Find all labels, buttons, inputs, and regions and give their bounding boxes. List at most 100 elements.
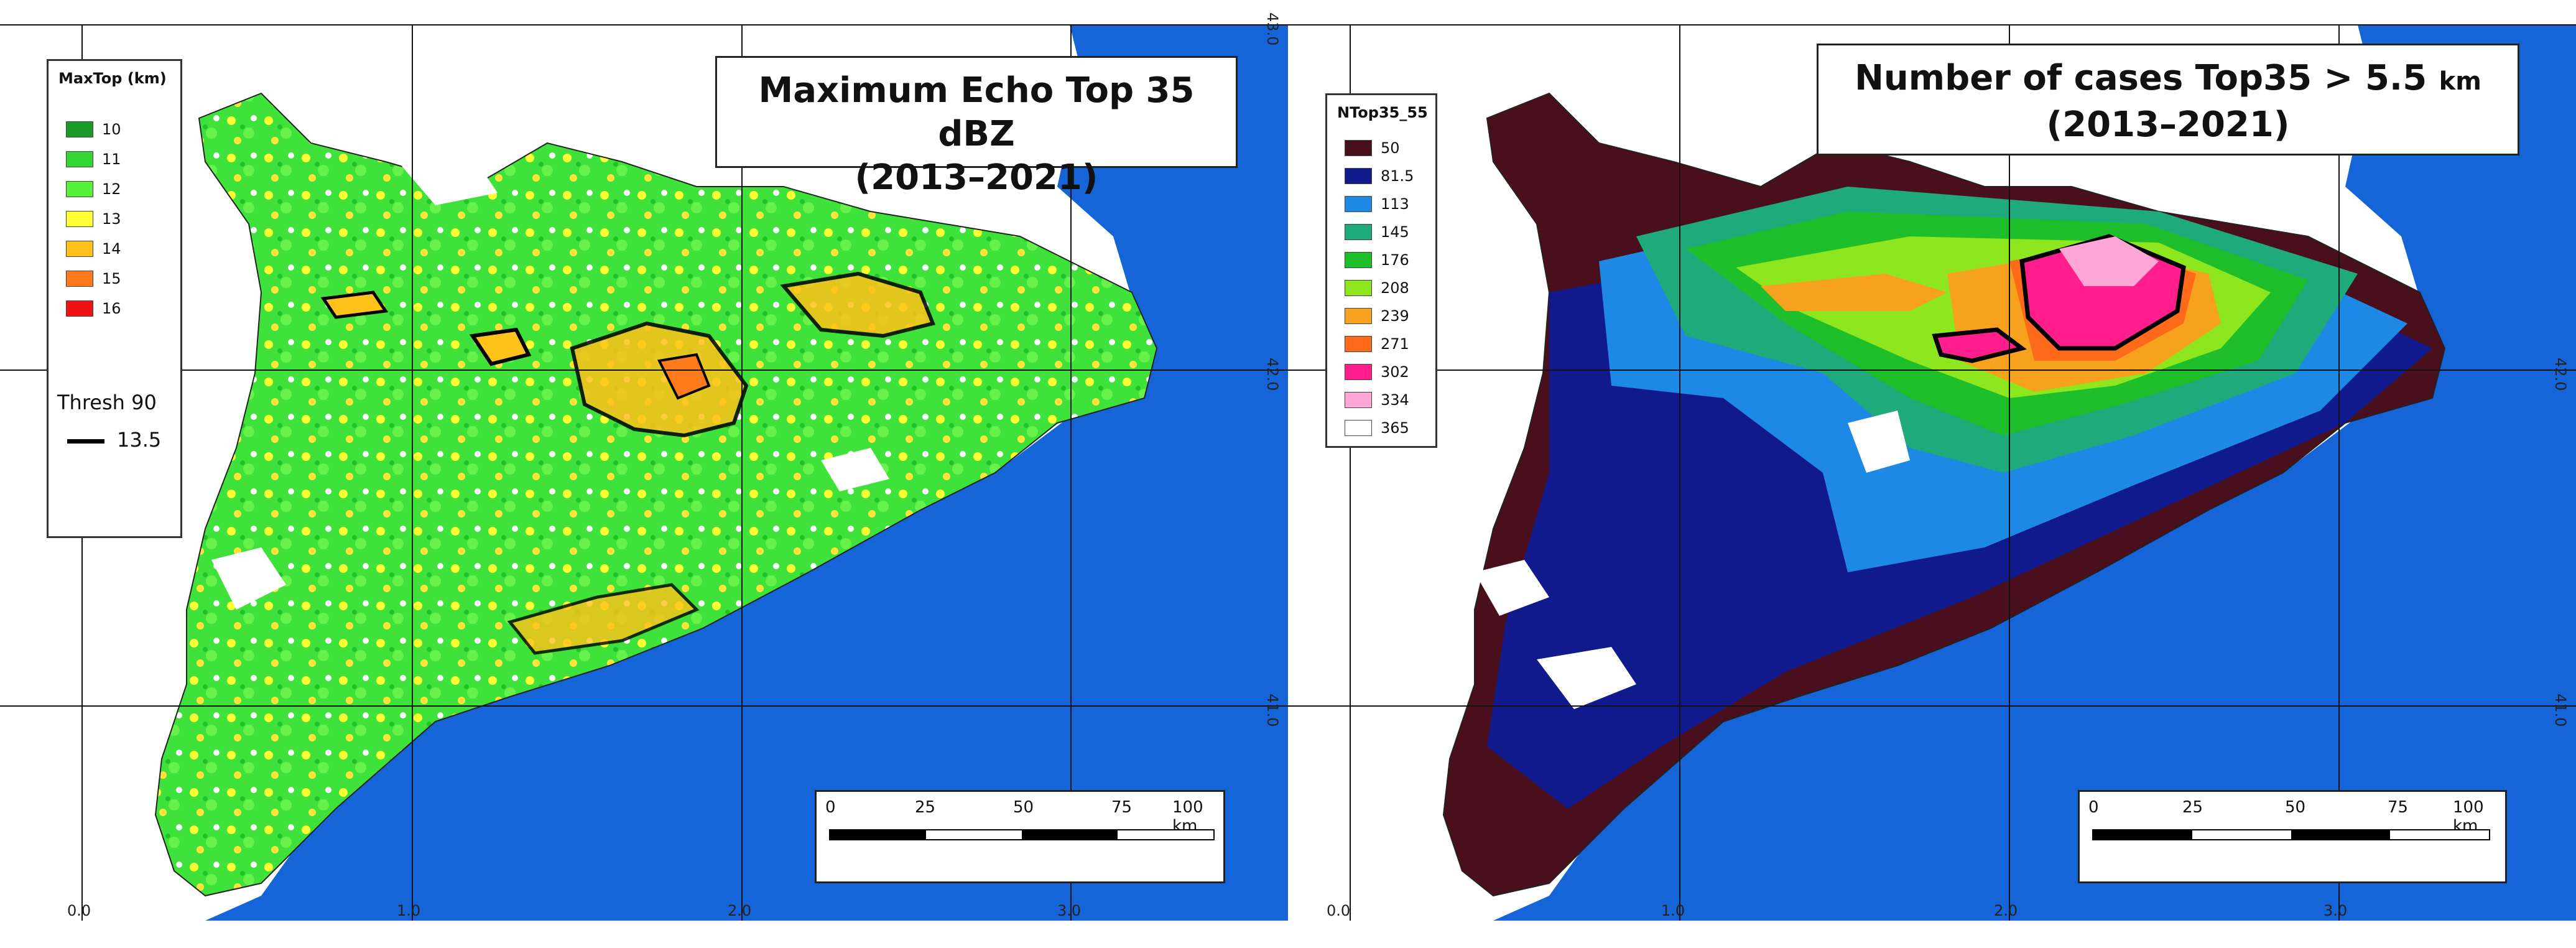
- thresh-value: 13.5: [117, 428, 162, 452]
- scale-tick-50: 50: [1013, 798, 1034, 817]
- right-title-box: Number of cases Top35 > 5.5 km (2013–202…: [1817, 44, 2519, 156]
- right-title-text: Number of cases Top35 > 5.5: [1855, 58, 2427, 98]
- high-echo-zone-coast: [507, 583, 700, 655]
- legend-item: 176: [1345, 251, 1409, 269]
- maxtop-legend: MaxTop (km) 10 11 12 13 14 15 16 Thresh 90 13.…: [47, 59, 182, 538]
- lon-label: 0.0: [67, 902, 91, 919]
- legend-item: 16: [66, 299, 121, 318]
- legend-label: 15: [102, 270, 121, 287]
- legend-item: 10: [66, 120, 121, 139]
- left-scale-bar: 0 25 50 75 100 km: [815, 790, 1225, 883]
- right-map-panel: NTop35_55 50 81.5 113 145 176 208 239 271 302 334…: [1288, 0, 2576, 948]
- legend-swatch: [66, 300, 93, 317]
- thresh-title: Thresh 90: [57, 391, 157, 414]
- legend-swatch: [1345, 280, 1372, 296]
- legend-item: 334: [1345, 391, 1409, 409]
- legend-item: 271: [1345, 335, 1409, 353]
- legend-label: 13: [102, 210, 121, 228]
- count-zone-302-west: [1932, 327, 2027, 363]
- legend-label: 12: [102, 180, 121, 198]
- left-title-box: Maximum Echo Top 35 dBZ (2013–2021): [715, 56, 1238, 198]
- legend-swatch: [66, 241, 93, 257]
- lon-label: 2.0: [728, 902, 752, 919]
- scale-bar-graphic: [2092, 829, 2490, 840]
- scale-tick-75: 75: [1111, 798, 1133, 817]
- high-echo-zone-northwest: [320, 290, 389, 319]
- lon-label: 3.0: [1057, 902, 1082, 919]
- legend-swatch: [1345, 224, 1372, 240]
- left-map-panel: MaxTop (km) 10 11 12 13 14 15 16 Thresh 90 13.…: [0, 12, 1288, 921]
- no-data-patch: [211, 547, 286, 610]
- legend-swatch: [1345, 168, 1372, 184]
- legend-swatch: [1345, 420, 1372, 436]
- legend-label: 113: [1381, 195, 1409, 213]
- legend-item: 12: [66, 180, 121, 198]
- legend-swatch: [1345, 392, 1372, 408]
- legend-title: NTop35_55: [1337, 104, 1428, 121]
- legend-item: 365: [1345, 419, 1409, 437]
- thresh-line-symbol: [67, 439, 104, 444]
- lat-label: 41.0: [2552, 694, 2569, 727]
- legend-label: 208: [1381, 279, 1409, 297]
- legend-label: 145: [1381, 223, 1409, 241]
- legend-label: 81.5: [1381, 167, 1414, 185]
- scale-tick-50: 50: [2285, 798, 2306, 817]
- lat-label: 43.0: [1264, 12, 1281, 46]
- legend-item: 208: [1345, 279, 1409, 297]
- scale-tick-25: 25: [915, 798, 936, 817]
- no-data-patch: [1848, 411, 1910, 473]
- lon-label: 1.0: [397, 902, 421, 919]
- lat-label: 42.0: [2552, 358, 2569, 391]
- legend-label: 16: [102, 300, 121, 317]
- legend-label: 239: [1381, 307, 1409, 325]
- no-data-patch: [1475, 560, 1549, 616]
- legend-swatch: [66, 271, 93, 287]
- legend-item: 81.5: [1345, 167, 1414, 185]
- legend-item: 113: [1345, 195, 1409, 213]
- count-zone-334: [2059, 236, 2159, 286]
- no-data-patch: [821, 448, 889, 491]
- right-scale-bar: 0 25 50 75 100 km: [2078, 790, 2507, 883]
- lat-label: 42.0: [1264, 358, 1281, 391]
- left-map: [0, 24, 1288, 921]
- legend-swatch: [66, 181, 93, 197]
- lon-label: 0.0: [1327, 902, 1351, 919]
- legend-item: 11: [66, 150, 121, 169]
- high-echo-zone-west: [469, 327, 532, 366]
- left-title-line1: Maximum Echo Top 35 dBZ: [758, 70, 1195, 154]
- high-echo-zone-north: [780, 271, 936, 338]
- high-echo-core: [657, 353, 711, 400]
- scale-tick-25: 25: [2182, 798, 2203, 817]
- legend-swatch: [1345, 252, 1372, 268]
- right-title-line1: Number of cases Top35 > 5.5 km: [1818, 57, 2518, 103]
- no-data-patch: [398, 156, 498, 205]
- right-title-line2: (2013–2021): [2046, 105, 2290, 145]
- legend-swatch: [1345, 196, 1372, 212]
- legend-label: 50: [1381, 139, 1400, 157]
- count-zone-239-west: [1761, 274, 1947, 311]
- legend-swatch: [1345, 308, 1372, 324]
- legend-swatch: [1345, 364, 1372, 380]
- lon-label: 2.0: [1994, 902, 2018, 919]
- legend-label: 334: [1381, 391, 1409, 409]
- right-map: [1288, 24, 2576, 921]
- scale-tick-75: 75: [2388, 798, 2409, 817]
- no-data-patch: [1537, 647, 1636, 709]
- legend-swatch: [66, 151, 93, 167]
- legend-item: 239: [1345, 307, 1409, 325]
- legend-label: 365: [1381, 419, 1409, 437]
- legend-item: 145: [1345, 223, 1409, 241]
- legend-item: 15: [66, 269, 121, 288]
- right-title-unit: km: [2439, 67, 2481, 96]
- legend-item: 302: [1345, 363, 1409, 381]
- legend-swatch: [1345, 336, 1372, 352]
- scale-tick-0: 0: [825, 798, 836, 817]
- legend-label: 176: [1381, 251, 1409, 269]
- legend-label: 271: [1381, 335, 1409, 353]
- lat-label: 41.0: [1264, 694, 1281, 727]
- legend-title: MaxTop (km): [58, 70, 167, 87]
- legend-swatch: [66, 211, 93, 227]
- high-echo-zone: [570, 321, 749, 438]
- legend-swatch: [66, 121, 93, 137]
- lon-label: 3.0: [2323, 902, 2348, 919]
